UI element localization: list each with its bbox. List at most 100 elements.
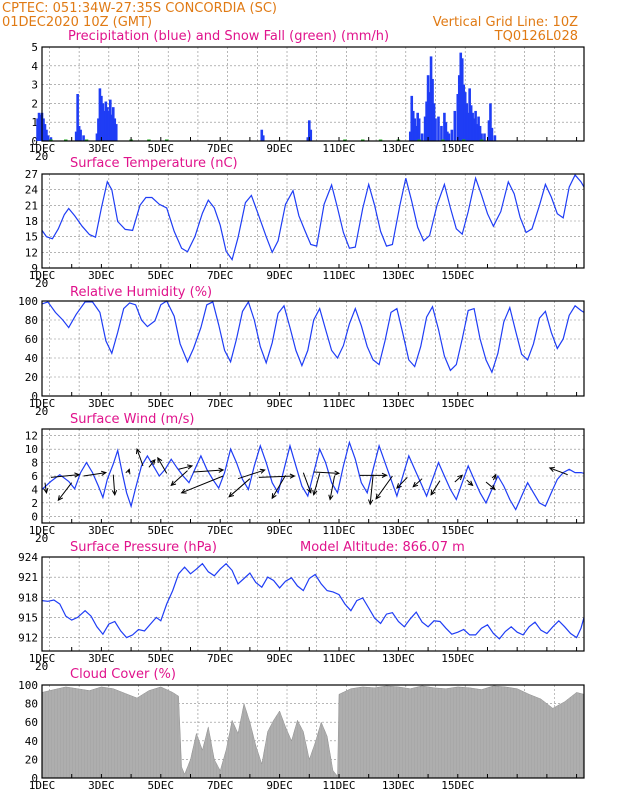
y-tick-label: 60 [25,333,38,346]
wind-arrow [157,457,168,474]
wind-arrow-head [187,464,194,470]
precipitation-bar [43,124,47,141]
y-tick-label: 100 [18,679,38,692]
panel-frame [41,428,585,524]
precipitation-bar [463,92,467,141]
snowfall-bar [360,139,365,141]
wind-arrow-head [328,494,334,501]
precipitation-bar [107,110,111,141]
wind-arrow-head [57,495,64,502]
wind-arrow [50,474,80,478]
y-tick-label: 80 [25,698,38,711]
y-tick-label: 24 [25,184,39,197]
precipitation-bar [471,112,474,141]
wind-arrow-head [136,448,141,455]
precipitation-bar [443,112,446,141]
wind-arrow [178,465,193,470]
series-line [41,173,585,261]
x-tick-label: 7DEC [207,524,234,537]
x-tick-label: 13DEC [382,524,415,537]
precipitation-bar [104,101,108,141]
precipitation-bar [483,133,486,141]
y-tick-label: 2 [31,97,38,110]
year-stub: 20 [35,405,48,418]
precipitation-bar [416,112,419,141]
cloud-cover-title: Cloud Cover (%) [70,667,176,682]
precipitation-bar [306,137,310,141]
wind-arrow [228,478,251,498]
wind-arrow [237,469,265,480]
x-tick-label: 3DEC [88,142,115,155]
wind-arrow [136,448,144,467]
wind-arrow-head [43,487,49,494]
wind-arrow [430,480,441,496]
x-tick-label: 11DEC [322,269,355,282]
model-code: TQ0126L028 [494,29,578,44]
year-stub: 20 [35,660,48,673]
snowfall-bar [84,139,89,141]
precipitation-bar [109,99,112,141]
year-stub: 20 [35,150,48,163]
precipitation-bar [45,129,48,141]
precipitation-bar [76,94,79,141]
wind-arrow-head [334,470,341,476]
x-tick-label: 3DEC [88,269,115,282]
wind-arrow-head [180,488,187,494]
wind-arrow-head [259,468,266,474]
snowfall-bar [64,139,68,141]
x-tick-label: 13DEC [382,652,415,665]
cloud-cover-panel: Cloud Cover (%) 0 20 40 60 80 100 1DEC 3DEC 5DEC… [18,667,585,792]
precipitation-bar [493,135,497,141]
wind-arrow-head [396,483,402,489]
precipitation-bar [446,131,449,141]
x-tick-label: 9DEC [266,269,293,282]
precipitation-bar [261,135,265,141]
wind-arrow [170,470,188,486]
precipitation-bar [459,52,463,141]
wind-arrow [44,482,47,493]
y-tick-label: 10 [25,443,38,456]
precipitation-bar [411,110,415,141]
precipitation-bar [103,110,106,141]
x-tick-label: 1DEC [29,397,56,410]
precipitation-bar [97,118,100,141]
precipitation-bar [420,133,424,141]
y-tick-label: 12 [25,430,38,443]
precipitation-bar [98,88,102,141]
snowfall-bar [417,139,421,141]
panel-frame [41,46,585,142]
snowfall-bar [378,139,383,141]
wind-arrow-head [467,480,474,487]
precipitation-title: Precipitation (blue) and Snow Fall (gree… [68,29,389,44]
year-stub: 20 [35,277,48,290]
precipitation-bar [100,95,103,141]
x-tick-label: 5DEC [148,524,175,537]
x-tick-label: 11DEC [322,779,355,792]
y-tick-label: 0 [31,390,38,403]
y-tick-label: 6 [31,470,38,483]
x-tick-label: 5DEC [148,269,175,282]
x-tick-label: 9DEC [266,524,293,537]
precipitation-bar [114,124,118,141]
x-tick-label: 13DEC [382,269,415,282]
precipitation-bar [426,75,430,141]
wind-arrow-head [150,459,156,465]
x-tick-label: 9DEC [266,652,293,665]
wind-arrow [57,482,73,501]
precipitation-bar [465,103,468,141]
y-tick-label: 100 [18,295,38,308]
wind-arrow [549,467,568,476]
y-tick-label: 80 [25,314,38,327]
snowfall-bar [147,139,151,141]
x-tick-label: 11DEC [322,652,355,665]
precipitation-bar [432,103,436,141]
x-tick-label: 9DEC [266,142,293,155]
snowfall-bar [441,139,445,141]
y-tick-label: 0 [31,510,38,523]
precipitation-bar [429,56,433,141]
wind-arrow-head [312,489,318,496]
cloud-cover-area [41,685,585,779]
wind-arrow [329,475,336,500]
precipitation-bar [489,103,492,141]
wind-arrow-head [228,492,235,498]
